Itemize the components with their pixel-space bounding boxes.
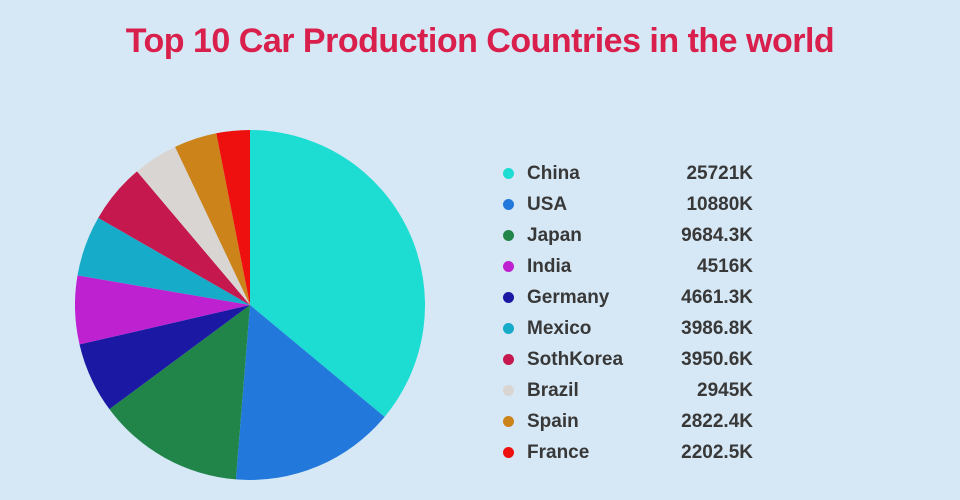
legend-label: Mexico	[527, 317, 592, 339]
legend-item-china[interactable]: China 25721K	[503, 158, 753, 189]
legend-item-india[interactable]: India 4516K	[503, 251, 753, 282]
legend-dot-icon	[503, 354, 514, 365]
legend-item-france[interactable]: France 2202.5K	[503, 437, 753, 468]
legend-dot-icon	[503, 230, 514, 241]
legend-value: 2945K	[697, 379, 753, 401]
legend-label: Spain	[527, 410, 579, 432]
legend-value: 10880K	[686, 193, 753, 215]
legend-label: Japan	[527, 224, 582, 246]
legend-dot-icon	[503, 168, 514, 179]
legend-label: China	[527, 162, 580, 184]
legend-value: 3950.6K	[681, 348, 753, 370]
pie-slice-germany[interactable]	[79, 305, 251, 410]
legend-label: France	[527, 441, 590, 463]
legend-label: India	[527, 255, 572, 277]
legend-value: 3986.8K	[681, 317, 753, 339]
legend-value: 4661.3K	[681, 286, 753, 308]
legend-item-spain[interactable]: Spain 2822.4K	[503, 406, 753, 437]
legend-label: Brazil	[527, 379, 579, 401]
legend: China 25721K USA 10880K Japan 9684.3K India 451…	[503, 158, 753, 468]
page-title: Top 10 Car Production Countries in the w…	[125, 22, 835, 60]
pie-slice-france[interactable]	[216, 130, 250, 305]
legend-dot-icon	[503, 199, 514, 210]
legend-value: 4516K	[697, 255, 753, 277]
legend-dot-icon	[503, 261, 514, 272]
legend-item-japan[interactable]: Japan 9684.3K	[503, 220, 753, 251]
pie-slice-india[interactable]	[75, 275, 250, 345]
legend-value: 2202.5K	[681, 441, 753, 463]
legend-item-sothkorea[interactable]: SothKorea 3950.6K	[503, 344, 753, 375]
legend-item-brazil[interactable]: Brazil 2945K	[503, 375, 753, 406]
legend-value: 2822.4K	[681, 410, 753, 432]
pie-slice-usa[interactable]	[235, 305, 385, 480]
pie-slice-japan[interactable]	[109, 305, 250, 480]
legend-dot-icon	[503, 323, 514, 334]
legend-label: Germany	[527, 286, 610, 308]
legend-item-usa[interactable]: USA 10880K	[503, 189, 753, 220]
legend-label: SothKorea	[527, 348, 624, 370]
legend-value: 25721K	[686, 162, 753, 184]
legend-item-germany[interactable]: Germany 4661.3K	[503, 282, 753, 313]
legend-dot-icon	[503, 385, 514, 396]
legend-value: 9684.3K	[681, 224, 753, 246]
pie-slice-mexico[interactable]	[77, 217, 250, 305]
pie-slice-china[interactable]	[250, 130, 425, 417]
legend-dot-icon	[503, 447, 514, 458]
legend-dot-icon	[503, 416, 514, 427]
pie-slice-sothkorea[interactable]	[98, 171, 250, 305]
legend-dot-icon	[503, 292, 514, 303]
pie-chart	[75, 130, 425, 480]
pie-slice-brazil[interactable]	[137, 146, 250, 305]
legend-label: USA	[527, 193, 568, 215]
pie-slice-spain[interactable]	[175, 133, 250, 305]
legend-item-mexico[interactable]: Mexico 3986.8K	[503, 313, 753, 344]
